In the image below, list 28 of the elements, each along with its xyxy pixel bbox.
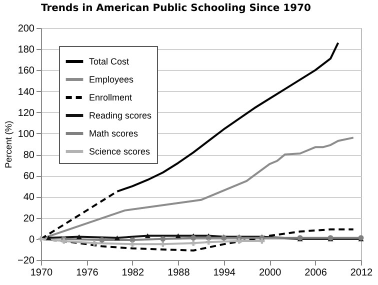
y-tick-label: 120 (18, 108, 35, 119)
y-tick-label: 0 (28, 234, 35, 246)
legend-label: Reading scores (89, 110, 152, 120)
legend-label: Enrollment (89, 92, 133, 102)
x-tick-label: 2006 (304, 268, 328, 278)
x-tick-label: 1982 (122, 268, 144, 278)
legend-label: Total Cost (89, 56, 130, 66)
legend-label: Employees (89, 74, 134, 84)
y-tick-label: 160 (18, 66, 35, 77)
x-tick-label: 1988 (168, 268, 190, 278)
y-tick-label: 100 (18, 128, 35, 140)
x-tick-label: 1970 (30, 268, 54, 278)
y-tick-label: 140 (18, 86, 35, 98)
legend-label: Science scores (89, 146, 151, 156)
y-tick-label: 20 (23, 213, 35, 224)
y-tick-label: 80 (23, 150, 35, 162)
y-tick-label: 60 (23, 171, 35, 182)
chart-title: Trends in American Public Schooling Since 1970 (41, 3, 312, 14)
x-tick-label: 1976 (76, 268, 99, 278)
legend-label: Math scores (89, 128, 139, 138)
y-tick-label: 200 (18, 24, 35, 34)
x-tick-label: 2012 (350, 268, 374, 278)
y-tick-label: 40 (23, 192, 35, 204)
x-tick-label: 1994 (213, 268, 236, 278)
y-axis-title: Percent (%) (4, 120, 14, 168)
x-tick-label: 2000 (258, 268, 282, 278)
y-tick-label: 180 (18, 44, 35, 56)
y-tick-label: −20 (18, 256, 35, 266)
